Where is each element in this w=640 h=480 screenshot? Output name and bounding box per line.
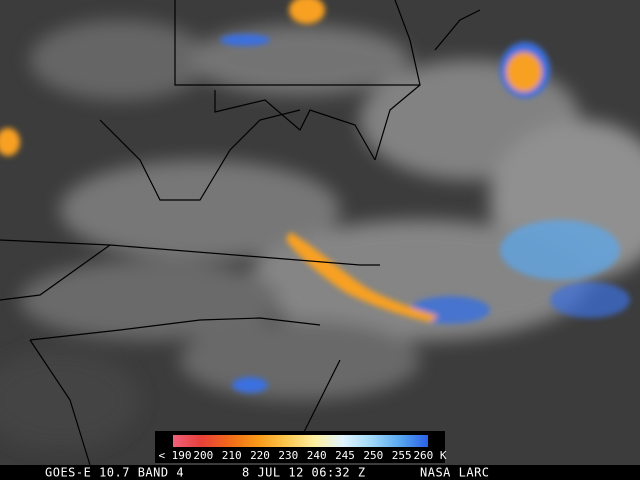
- colorbar-label: 245: [335, 449, 355, 462]
- cold-cloud-tops: [0, 0, 630, 393]
- time-label: 8 JUL 12 06:32 Z: [242, 466, 366, 480]
- colorbar-label: 255: [392, 449, 412, 462]
- state-borders: [0, 0, 481, 466]
- satellite-label: GOES-E 10.7 BAND 4: [45, 466, 184, 480]
- colorbar-label: 230: [278, 449, 298, 462]
- colorbar-label: < 190: [158, 449, 191, 462]
- colorbar-label: 210: [222, 449, 242, 462]
- colorbar-label: 250: [363, 449, 383, 462]
- footer-bar: [0, 465, 640, 480]
- colorbar: < 190 200 210 220 230 240 245 250 255 260 K: [158, 435, 447, 462]
- colorbar-strip: [173, 435, 428, 447]
- source-label: NASA LARC: [420, 466, 490, 480]
- colorbar-label: 200: [193, 449, 213, 462]
- colorbar-label: 220: [250, 449, 270, 462]
- colorbar-label: 240: [307, 449, 327, 462]
- colorbar-label: 260 K: [413, 449, 446, 462]
